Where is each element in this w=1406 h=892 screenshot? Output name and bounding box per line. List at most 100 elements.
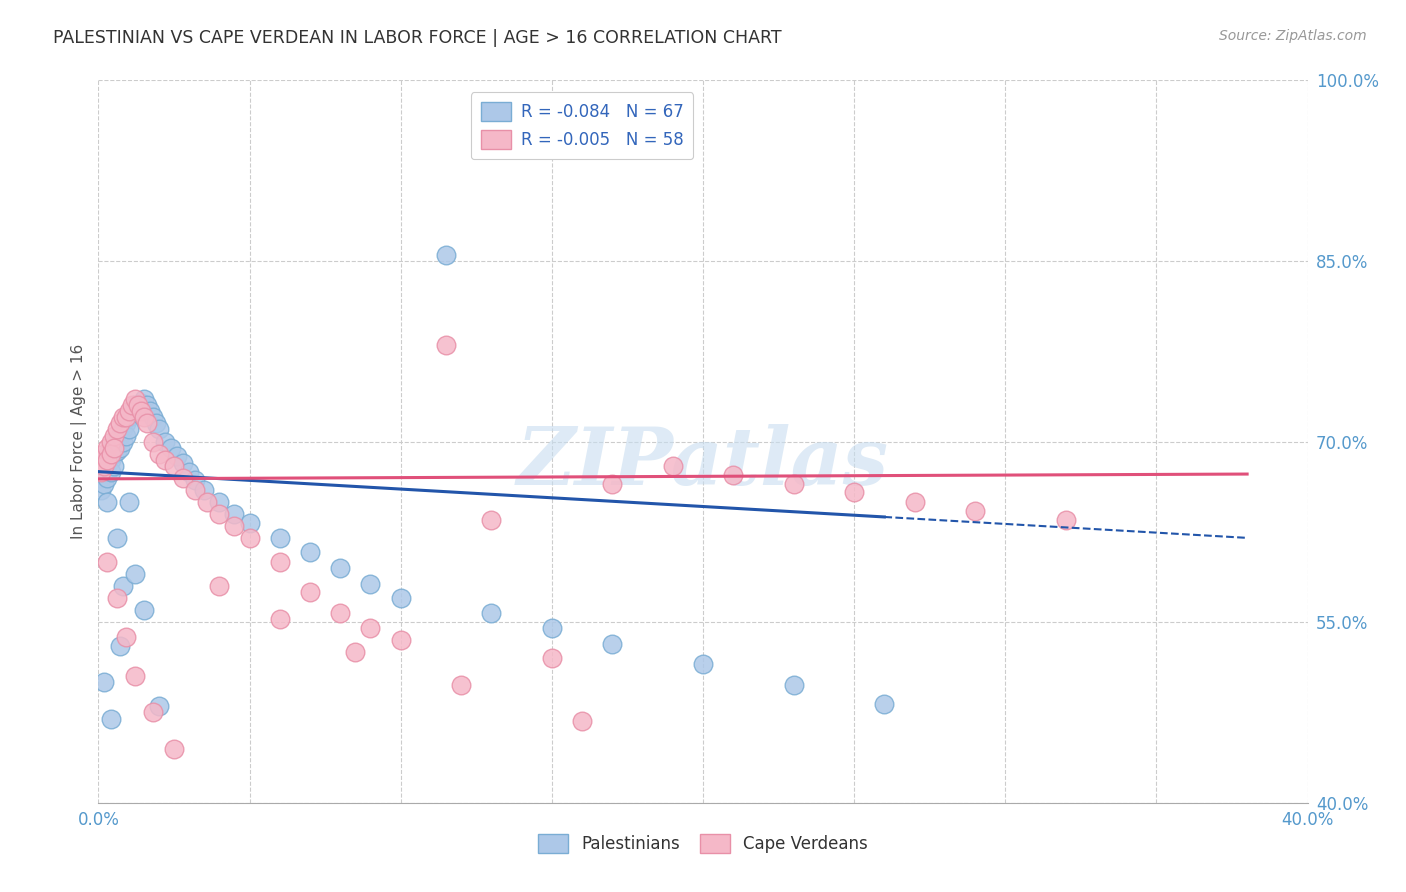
Point [224, 507, 246, 521]
Point [153, 434, 176, 449]
Point [118, 422, 141, 436]
Point [111, 579, 134, 593]
Point [96, 555, 118, 569]
Point [129, 396, 152, 410]
Point [105, 434, 128, 449]
Point [96, 458, 118, 473]
Point [135, 417, 157, 431]
Point [873, 697, 896, 711]
Point [208, 579, 231, 593]
Point [360, 576, 382, 591]
Point [93, 446, 115, 460]
Point [602, 637, 624, 651]
Point [132, 392, 155, 407]
Point [389, 591, 412, 606]
Point [100, 712, 122, 726]
Point [124, 398, 146, 412]
Point [602, 476, 624, 491]
Point [90, 465, 112, 479]
Point [121, 404, 143, 418]
Point [844, 485, 866, 500]
Point [93, 476, 115, 491]
Point [139, 404, 162, 418]
Point [118, 410, 141, 425]
Point [96, 452, 118, 467]
Point [208, 494, 231, 508]
Point [166, 449, 188, 463]
Point [135, 398, 157, 412]
Point [692, 657, 714, 672]
Point [239, 516, 262, 531]
Point [90, 458, 112, 473]
Point [661, 458, 683, 473]
Point [184, 473, 207, 487]
Point [111, 434, 134, 449]
Point [389, 633, 412, 648]
Point [153, 452, 176, 467]
Point [111, 410, 134, 425]
Point [540, 651, 562, 665]
Point [160, 441, 183, 455]
Point [965, 504, 987, 518]
Point [481, 606, 503, 620]
Text: PALESTINIAN VS CAPE VERDEAN IN LABOR FORCE | AGE > 16 CORRELATION CHART: PALESTINIAN VS CAPE VERDEAN IN LABOR FOR… [53, 29, 782, 46]
Point [108, 428, 131, 442]
Point [105, 591, 128, 606]
Point [239, 531, 262, 545]
Text: Source: ZipAtlas.com: Source: ZipAtlas.com [1219, 29, 1367, 43]
Point [93, 465, 115, 479]
Point [114, 417, 136, 431]
Point [108, 417, 131, 431]
Point [148, 422, 170, 436]
Point [195, 494, 218, 508]
Point [329, 606, 352, 620]
Point [100, 434, 122, 449]
Point [148, 446, 170, 460]
Point [103, 446, 125, 460]
Point [124, 392, 146, 407]
Point [90, 470, 112, 484]
Point [96, 494, 118, 508]
Point [96, 441, 118, 455]
Point [129, 404, 152, 418]
Legend: Palestinians, Cape Verdeans: Palestinians, Cape Verdeans [531, 827, 875, 860]
Point [224, 518, 246, 533]
Point [142, 434, 165, 449]
Point [360, 621, 382, 635]
Point [90, 483, 112, 497]
Point [172, 456, 194, 470]
Point [540, 621, 562, 635]
Point [163, 741, 186, 756]
Text: ZIPatlas: ZIPatlas [517, 425, 889, 502]
Point [96, 446, 118, 460]
Point [127, 401, 149, 415]
Point [103, 441, 125, 455]
Point [434, 338, 457, 352]
Point [103, 428, 125, 442]
Point [100, 446, 122, 460]
Point [783, 678, 806, 692]
Point [172, 470, 194, 484]
Point [783, 476, 806, 491]
Point [105, 444, 128, 458]
Point [193, 483, 215, 497]
Point [100, 452, 122, 467]
Point [96, 470, 118, 484]
Point [118, 494, 141, 508]
Point [571, 714, 593, 728]
Point [299, 585, 322, 599]
Point [145, 417, 167, 431]
Point [132, 603, 155, 617]
Point [344, 645, 367, 659]
Point [105, 531, 128, 545]
Point [723, 468, 745, 483]
Point [299, 545, 322, 559]
Point [93, 675, 115, 690]
Point [105, 422, 128, 436]
Point [118, 404, 141, 418]
Point [163, 458, 186, 473]
Point [127, 398, 149, 412]
Point [142, 410, 165, 425]
Y-axis label: In Labor Force | Age > 16: In Labor Force | Age > 16 [72, 344, 87, 539]
Point [114, 630, 136, 644]
